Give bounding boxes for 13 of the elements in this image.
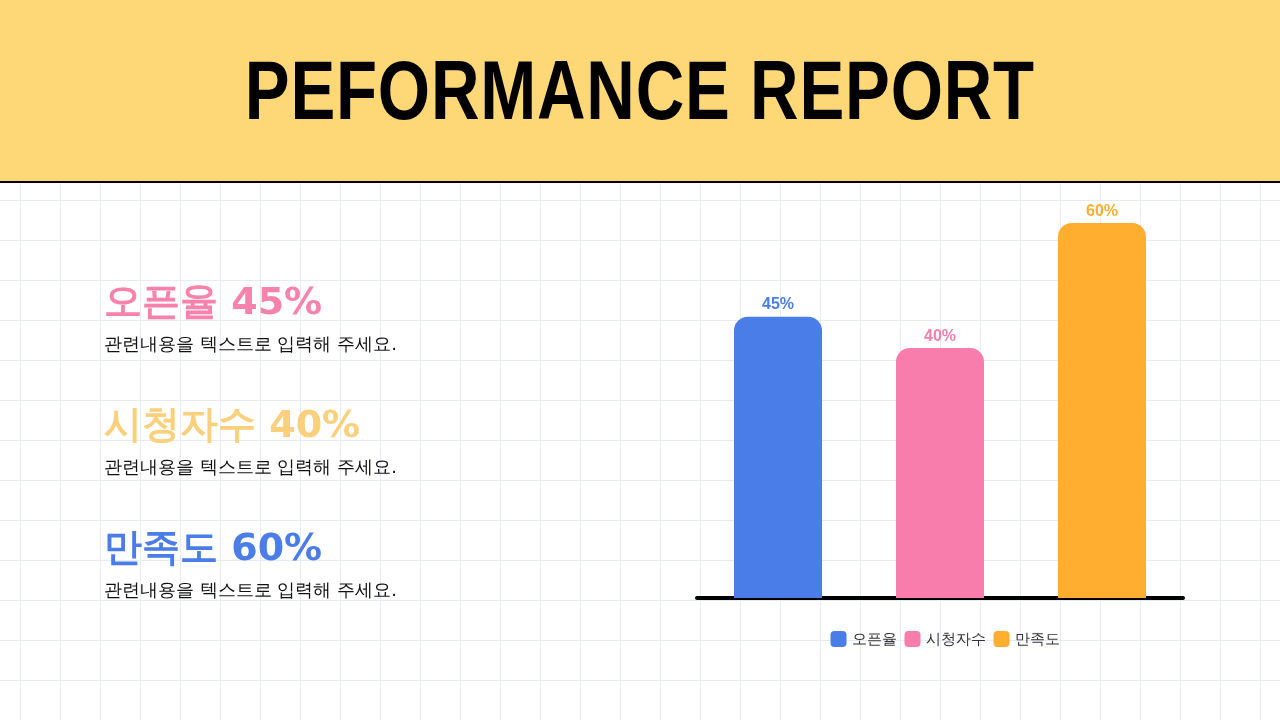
data-label: 45% — [761, 295, 795, 313]
data-label: 60% — [1085, 201, 1119, 219]
text: 관련내용을 텍스트로 입력해 주세요. — [104, 332, 397, 356]
text: 시청자수 40% — [104, 401, 362, 448]
legend-label: 만족도 — [1014, 630, 1060, 648]
text: 만족도 60% — [104, 524, 324, 571]
text: 오픈율 45% — [104, 278, 324, 325]
legend-label: 오픈율 — [851, 630, 897, 648]
text: 관련내용을 텍스트로 입력해 주세요. — [104, 578, 397, 602]
data-label: 40% — [923, 326, 957, 344]
chart-title: PEFORMANCE REPORT — [244, 42, 1036, 139]
text: 관련내용을 텍스트로 입력해 주세요. — [104, 455, 397, 479]
legend-label: 시청자수 — [925, 630, 986, 648]
